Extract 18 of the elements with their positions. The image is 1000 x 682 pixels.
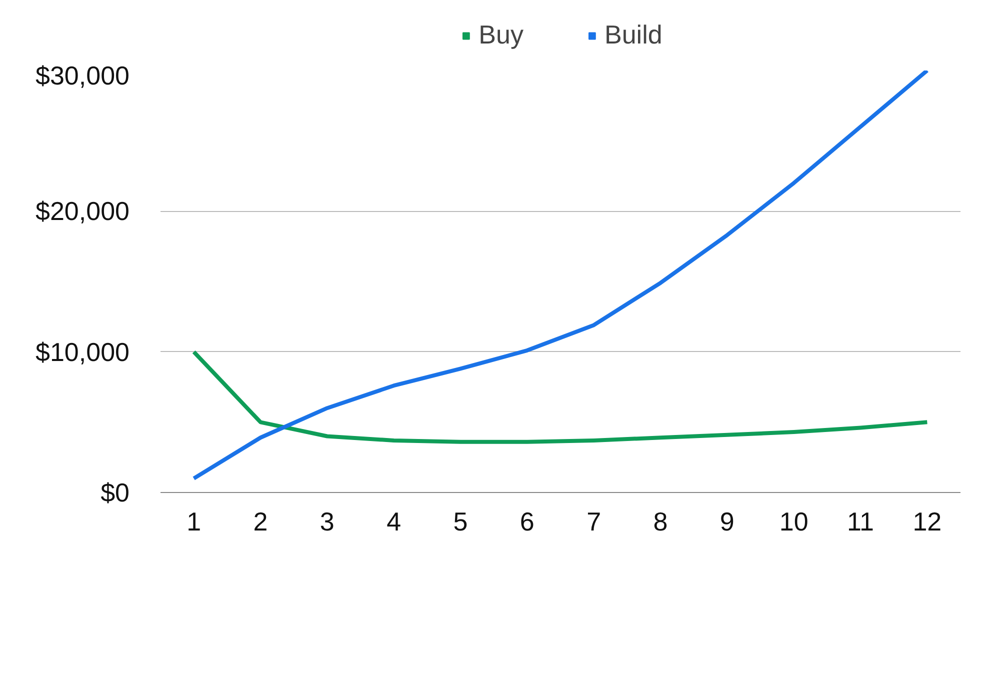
y-tick-label: $20,000 [36, 196, 130, 226]
legend-label: Buy [478, 20, 524, 50]
legend-label: Build [604, 20, 662, 50]
y-tick-label: $10,000 [36, 336, 130, 367]
y-tick-label: $0 [100, 478, 130, 508]
x-tick-label: 8 [653, 506, 668, 536]
x-tick-label: 1 [186, 506, 202, 536]
y-tick-label: $30,000 [36, 60, 130, 90]
x-tick-label: 11 [847, 506, 874, 536]
x-tick-label: 6 [520, 506, 534, 536]
x-tick-label: 4 [386, 506, 402, 536]
x-tick-label: 3 [320, 506, 334, 536]
x-tick-label: 7 [586, 506, 602, 536]
x-tick-label: 12 [912, 506, 942, 536]
x-tick-label: 9 [720, 506, 734, 536]
x-tick-label: 2 [253, 506, 268, 536]
x-tick-label: 10 [779, 506, 808, 536]
x-tick-label: 5 [453, 506, 468, 536]
